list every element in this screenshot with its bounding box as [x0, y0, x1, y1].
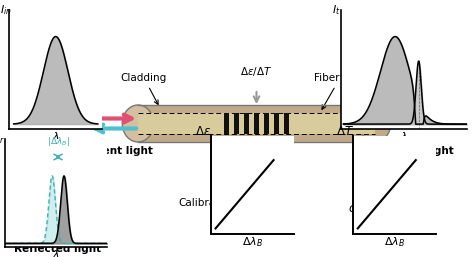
- Text: Transmitted light: Transmitted light: [352, 146, 454, 157]
- Bar: [254, 113, 259, 134]
- Bar: [264, 113, 269, 134]
- Text: $|\Delta\lambda_B|$: $|\Delta\lambda_B|$: [46, 135, 70, 148]
- X-axis label: $\lambda$: $\lambda$: [400, 130, 408, 142]
- Text: FBG: FBG: [246, 166, 268, 176]
- Bar: [138, 113, 375, 134]
- Y-axis label: $I_{in}$: $I_{in}$: [0, 3, 12, 17]
- Text: Cladding: Cladding: [121, 73, 167, 104]
- X-axis label: $\Delta\lambda_B$: $\Delta\lambda_B$: [242, 235, 263, 249]
- Y-axis label: $I_t$: $I_t$: [332, 3, 340, 17]
- Y-axis label: $\Delta\varepsilon$: $\Delta\varepsilon$: [195, 125, 210, 138]
- Text: Fiber core: Fiber core: [314, 73, 365, 109]
- Text: $\lambda_B$: $\lambda_B$: [412, 137, 425, 151]
- Bar: [224, 113, 229, 134]
- Bar: [138, 105, 375, 142]
- Text: $\Delta\varepsilon/\Delta T$: $\Delta\varepsilon/\Delta T$: [240, 65, 273, 78]
- Y-axis label: $I_r$: $I_r$: [0, 132, 5, 146]
- Y-axis label: $\Delta T$: $\Delta T$: [336, 125, 354, 138]
- Bar: [274, 113, 279, 134]
- Text: Incident light: Incident light: [73, 146, 153, 157]
- Bar: [234, 113, 239, 134]
- Text: $|\Lambda|$: $|\Lambda|$: [225, 150, 238, 164]
- Text: or: or: [349, 201, 361, 215]
- Ellipse shape: [122, 105, 154, 142]
- Text: Calibrations: Calibrations: [178, 198, 241, 208]
- Text: $\lambda_B$: $\lambda_B$: [58, 255, 70, 257]
- X-axis label: $\lambda$: $\lambda$: [52, 248, 60, 257]
- Text: Reflected light: Reflected light: [14, 244, 101, 254]
- Bar: [284, 113, 289, 134]
- X-axis label: $\lambda$: $\lambda$: [52, 130, 60, 142]
- Ellipse shape: [359, 105, 391, 142]
- X-axis label: $\Delta\lambda_B$: $\Delta\lambda_B$: [384, 235, 405, 249]
- Bar: [244, 113, 249, 134]
